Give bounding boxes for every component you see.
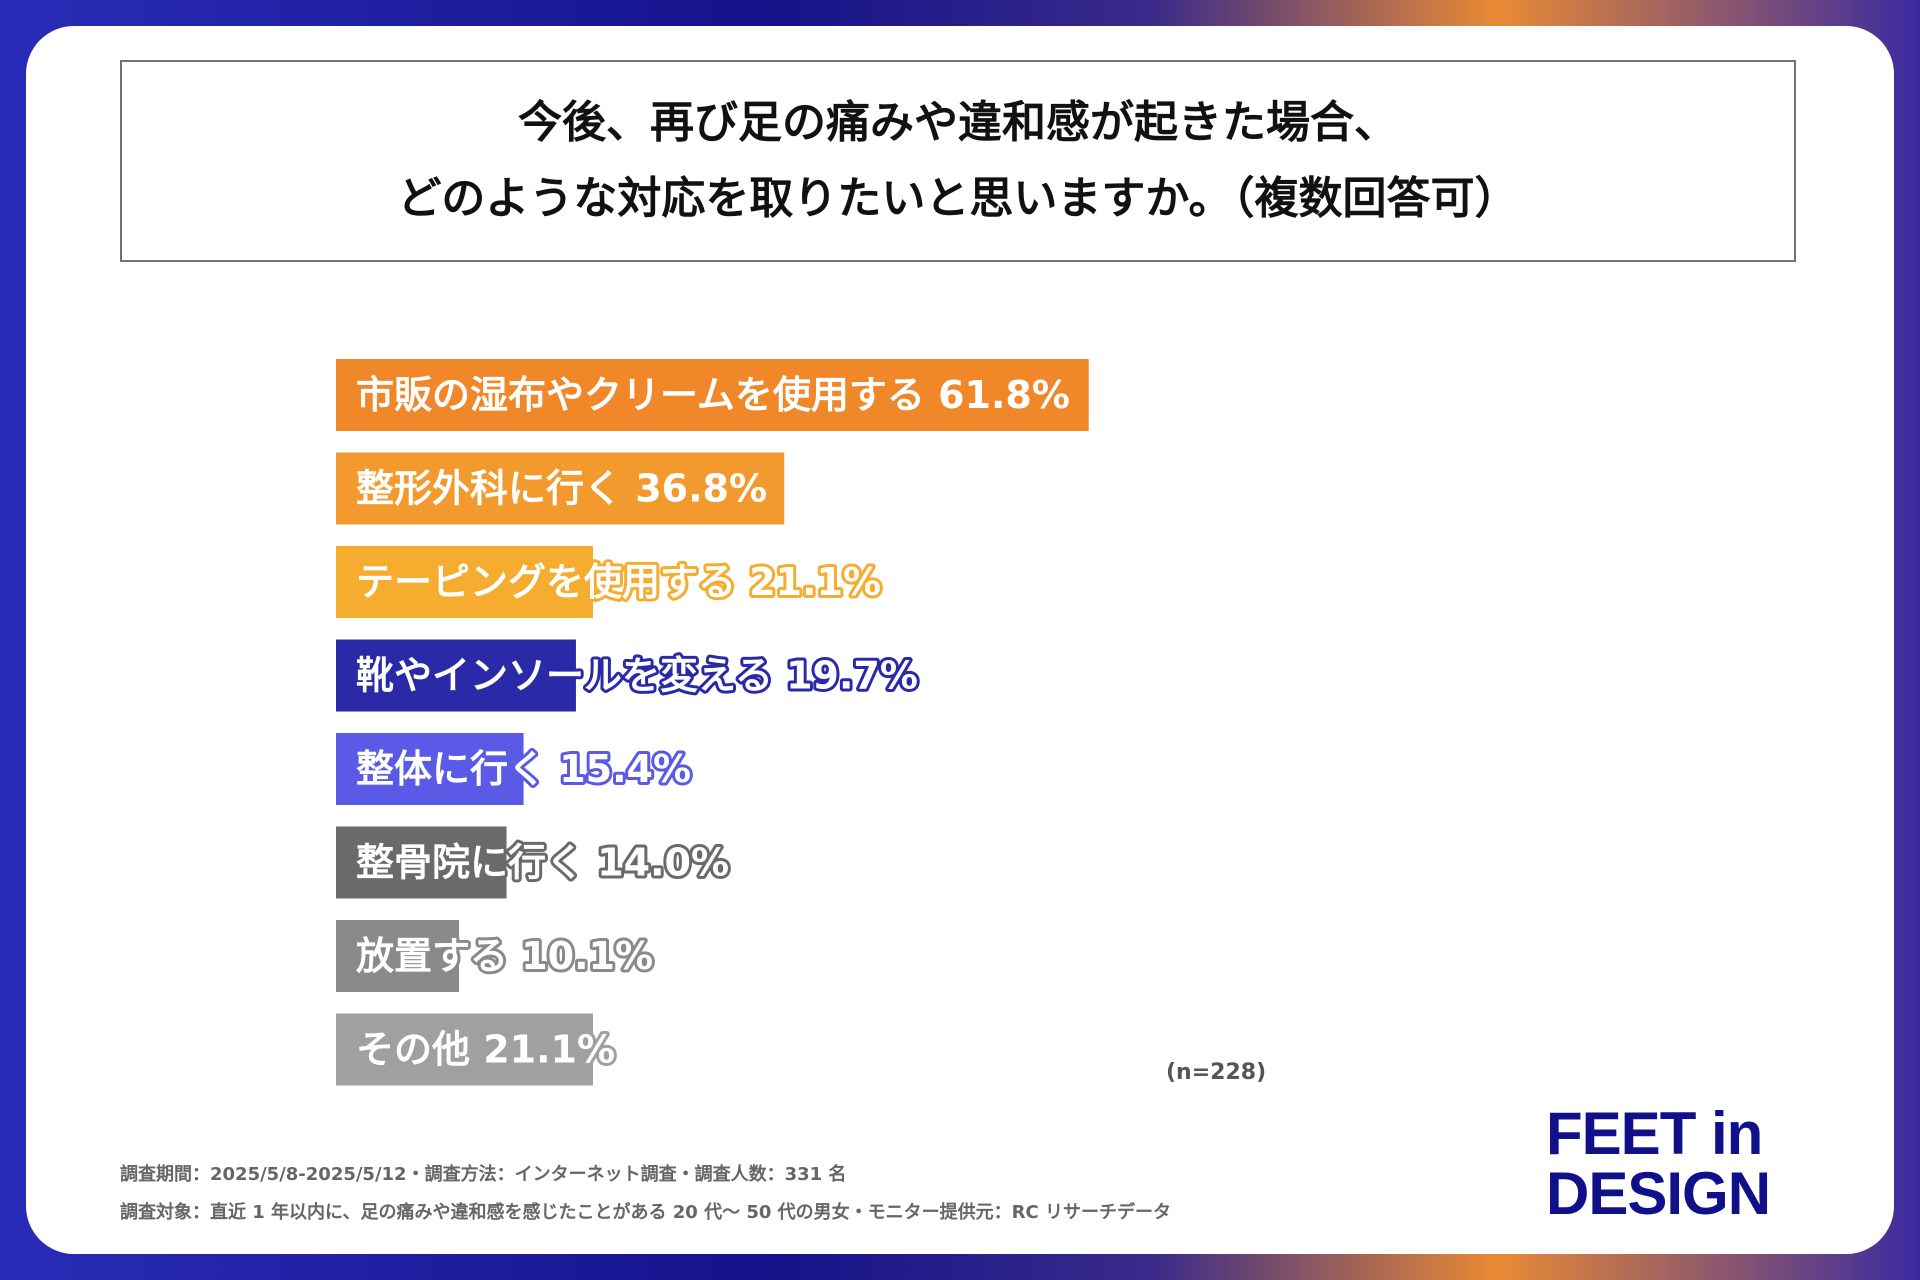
category-label-7: その他 (356, 1028, 470, 1072)
bar-5 (336, 826, 507, 899)
value-label-7: 21.1% (470, 1028, 615, 1072)
bar-label-5: 整骨院に行く 14.0% (356, 841, 729, 885)
bar-7 (336, 1013, 593, 1086)
bar-3 (336, 639, 576, 712)
brand-logo: FEET in DESIGN (1546, 1104, 1806, 1224)
footnote-survey-target: 調査対象：直近 1 年以内に、足の痛みや違和感を感じたことがある 20 代〜 5… (120, 1202, 1172, 1223)
category-label-0: 市販の湿布やクリームを使用する (356, 373, 925, 417)
logo-line-1: FEET in (1546, 1100, 1763, 1167)
bar-label-2: テーピングを使用する 21.1% (356, 560, 881, 604)
bar-label-7: その他 21.1% (356, 1028, 615, 1072)
bar-label-0: 市販の湿布やクリームを使用する 61.8% (356, 373, 1070, 417)
title-line-2: どのような対応を取りたいと思いますか。（複数回答可） (397, 173, 1519, 224)
value-label-0: 61.8% (925, 373, 1070, 417)
value-label-4: 15.4% (546, 747, 691, 791)
category-label-6: 放置する (356, 934, 508, 978)
category-label-4: 整体に行く (356, 747, 546, 791)
sample-size-note: (n=228) (1166, 1060, 1267, 1085)
footnote-survey-period: 調査期間：2025/5/8-2025/5/12・調査方法：インターネット調査・調… (120, 1164, 847, 1185)
category-label-5: 整骨院に行く (356, 841, 584, 885)
value-label-1: 36.8% (622, 467, 767, 511)
value-label-6: 10.1% (508, 934, 653, 978)
logo-line-2: DESIGN (1546, 1160, 1771, 1227)
category-label-3: 靴やインソールを変える (356, 654, 773, 698)
bar-label-6: 放置する 10.1% (356, 934, 653, 978)
value-label-2: 21.1% (736, 560, 881, 604)
category-label-1: 整形外科に行く (356, 467, 622, 511)
category-label-2: テーピングを使用する (356, 560, 736, 604)
title-line-1: 今後、再び足の痛みや違和感が起きた場合、 (518, 97, 1398, 148)
bar-label-1: 整形外科に行く 36.8% (356, 467, 767, 511)
bar-2 (336, 546, 593, 618)
bar-1 (336, 452, 785, 525)
bar-6 (336, 920, 460, 992)
chart-card: 今後、再び足の痛みや違和感が起きた場合、 どのような対応を取りたいと思いますか。… (26, 26, 1894, 1254)
value-label-3: 19.7% (773, 654, 918, 698)
bar-0 (336, 359, 1089, 431)
bar-label-3: 靴やインソールを変える 19.7% (356, 654, 918, 698)
bar-4 (336, 733, 524, 805)
bar-chart: 市販の湿布やクリームを使用する 61.8% 整形外科に行く 36.8% テーピングを… (336, 359, 1089, 1086)
title-box: 今後、再び足の痛みや違和感が起きた場合、 どのような対応を取りたいと思いますか。… (120, 60, 1796, 262)
bar-label-4: 整体に行く 15.4% (356, 747, 691, 791)
value-label-5: 14.0% (584, 841, 729, 885)
